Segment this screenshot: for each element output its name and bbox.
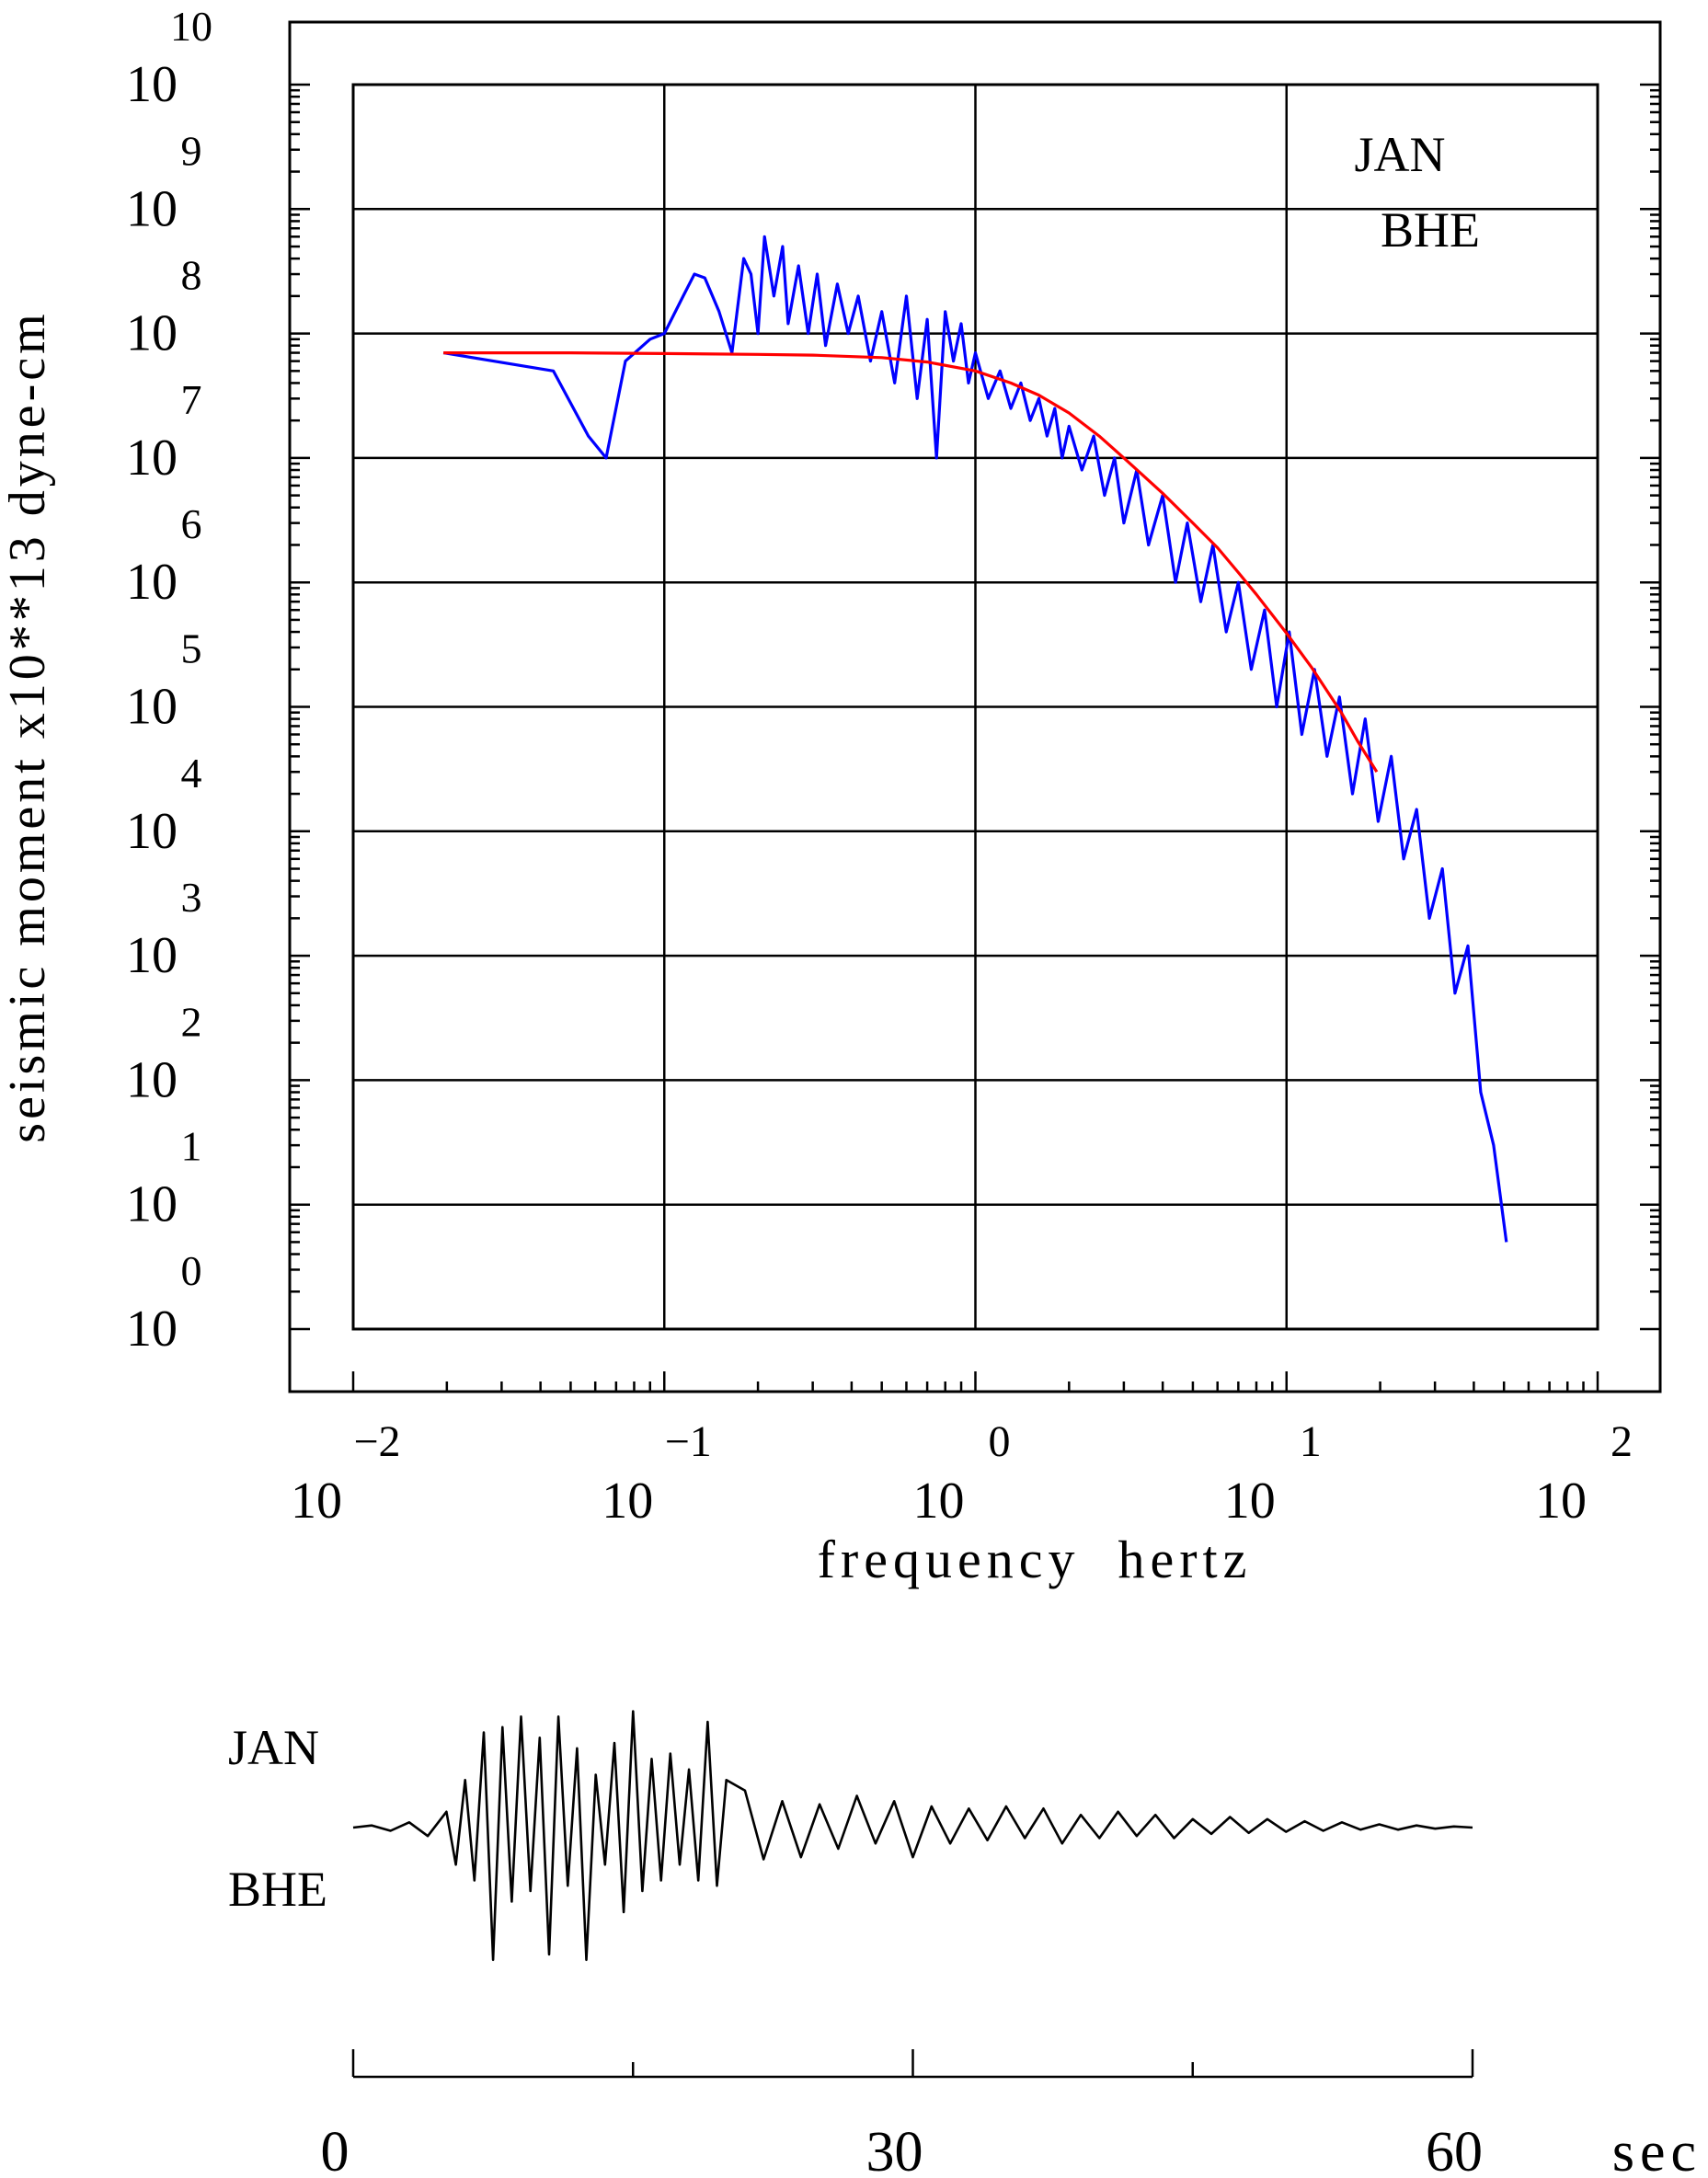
x-tick-exponent: 0 [989, 1417, 1011, 1466]
y-tick-exponent: 10 [170, 3, 212, 50]
trace-station-label: JAN [228, 1720, 319, 1775]
time-tick-label: 60 [1426, 2121, 1483, 2178]
station-label: JAN [1354, 127, 1445, 182]
x-tick-base: 10 [1535, 1473, 1587, 1530]
plot-area-frame [351, 83, 1599, 1331]
trace-series-group [352, 1710, 1473, 1962]
y-tick-exponent: 9 [181, 127, 202, 174]
y-tick-exponent: 0 [181, 1247, 202, 1294]
y-tick-base: 10 [126, 430, 178, 487]
time-tick-label: 30 [866, 2121, 923, 2178]
time-axis [351, 2049, 1474, 2079]
trace-component-label: BHE [228, 1862, 327, 1917]
seismogram-chart: JAN BHE 0 30 60 sec [228, 1710, 1702, 2178]
observed-spectrum-line [442, 235, 1508, 1243]
time-axis-unit: sec [1612, 2121, 1702, 2178]
y-axis-title: seismic moment x10**13 dyne-cm [0, 310, 56, 1142]
y-tick-exponent: 6 [181, 500, 202, 547]
y-tick-base: 10 [126, 1301, 178, 1358]
y-tick-exponent: 1 [181, 1123, 202, 1170]
y-tick-base: 10 [126, 305, 178, 362]
y-tick-exponent: 7 [181, 376, 202, 423]
y-tick-exponent: 2 [181, 998, 202, 1045]
y-tick-base: 10 [126, 180, 178, 237]
time-tick-label: 0 [321, 2121, 350, 2178]
y-tick-exponent: 4 [181, 750, 202, 797]
x-tick-exponent: 2 [1611, 1417, 1633, 1466]
tick-marks [290, 83, 1660, 1392]
component-label: BHE [1381, 202, 1480, 258]
y-tick-exponent: 3 [181, 874, 202, 921]
x-tick-base: 10 [291, 1473, 342, 1530]
model-fit-line [443, 351, 1379, 774]
y-tick-base: 10 [126, 1176, 178, 1233]
x-tick-base: 10 [913, 1473, 965, 1530]
y-tick-base: 10 [126, 679, 178, 736]
x-tick-exponent: −1 [665, 1417, 712, 1466]
x-tick-base: 10 [602, 1473, 653, 1530]
x-tick-exponent: −2 [353, 1417, 400, 1466]
y-tick-base: 10 [126, 56, 178, 113]
x-tick-base: 10 [1224, 1473, 1276, 1530]
x-tick-exponent: 1 [1300, 1417, 1322, 1466]
series-group [442, 235, 1508, 1243]
y-tick-exponent: 8 [181, 252, 202, 299]
y-tick-base: 10 [126, 554, 178, 611]
x-axis-title: frequency hertz [818, 1530, 1253, 1589]
y-tick-base: 10 [126, 927, 178, 984]
plot-grid [353, 85, 1598, 1329]
y-tick-exponent: 5 [181, 625, 202, 672]
time-tick-labels: 0 30 60 [321, 2121, 1484, 2178]
y-tick-base: 10 [126, 803, 178, 860]
seismogram-trace-line [352, 1710, 1473, 1962]
y-tick-base: 10 [126, 1051, 178, 1108]
